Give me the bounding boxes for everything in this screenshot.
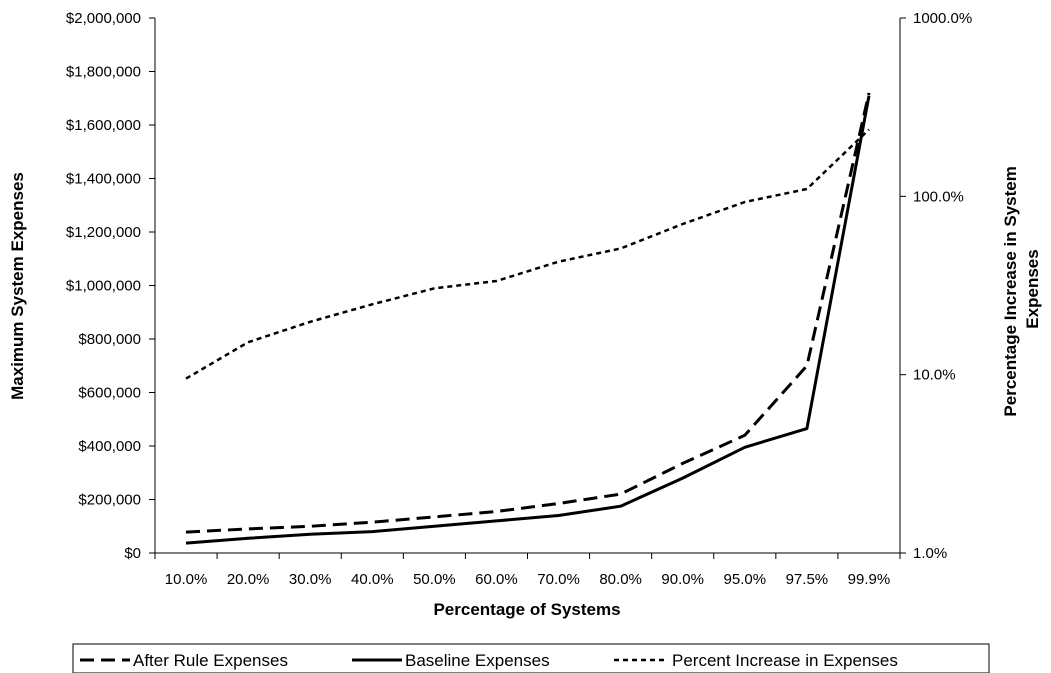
x-tick-label: 30.0% <box>289 571 332 588</box>
series-line-after-rule-expenses <box>185 92 871 534</box>
x-tick-label: 50.0% <box>413 571 456 588</box>
y-tick-label: $1,400,000 <box>66 171 141 188</box>
x-tick-label: 10.0% <box>165 571 208 588</box>
y-tick-label: $800,000 <box>78 331 141 348</box>
y2-axis-title-line-1: Percentage Increase in System <box>1001 166 1020 416</box>
y-tick-label: $600,000 <box>78 385 141 402</box>
x-tick-label: 70.0% <box>537 571 580 588</box>
x-tick-label: 80.0% <box>599 571 642 588</box>
y2-tick-label: 10.0% <box>913 367 956 384</box>
x-tick-label: 60.0% <box>475 571 518 588</box>
axes: $0 $200,000 $400,000 $600,000 $800,000 $1,000… <box>66 10 972 588</box>
y-tick-label: $1,000,000 <box>66 278 141 295</box>
legend-box <box>72 643 990 673</box>
y-tick-label: $1,200,000 <box>66 224 141 241</box>
legend: After Rule Expenses Baseline Expenses Pe… <box>72 643 990 673</box>
x-tick-label: 40.0% <box>351 571 394 588</box>
x-tick-label: 95.0% <box>724 571 767 588</box>
x-tick-label: 97.5% <box>786 571 829 588</box>
y2-tick-label: 100.0% <box>913 188 964 205</box>
x-tick-label: 90.0% <box>661 571 704 588</box>
y2-tick-label: 1.0% <box>913 545 947 562</box>
x-axis-title: Percentage of Systems <box>433 600 620 619</box>
plot-background <box>155 18 900 553</box>
y2-tick-label: 1000.0% <box>913 10 972 27</box>
y-axis-title: Maximum System Expenses <box>8 172 27 400</box>
y-tick-label: $2,000,000 <box>66 10 141 27</box>
x-tick-label: 20.0% <box>227 571 270 588</box>
legend-label-percent-increase: Percent Increase in Expenses <box>672 651 898 670</box>
y2-axis-title: Percentage Increase in System Expenses <box>1001 161 1042 416</box>
legend-label-after-rule: After Rule Expenses <box>133 651 288 670</box>
series-line-percent-increase-in-expenses <box>185 128 870 380</box>
y-tick-label: $1,600,000 <box>66 117 141 134</box>
plot-area <box>155 18 900 553</box>
y-tick-label: $400,000 <box>78 438 141 455</box>
y-tick-label: $0 <box>124 545 141 562</box>
x-tick-label: 99.9% <box>848 571 891 588</box>
series-line-baseline-expenses <box>185 95 871 545</box>
series-layer <box>185 92 871 545</box>
y-tick-label: $200,000 <box>78 492 141 509</box>
y2-axis-title-line-2: Expenses <box>1023 249 1042 328</box>
y-tick-label: $1,800,000 <box>66 64 141 81</box>
legend-label-baseline: Baseline Expenses <box>405 651 550 670</box>
